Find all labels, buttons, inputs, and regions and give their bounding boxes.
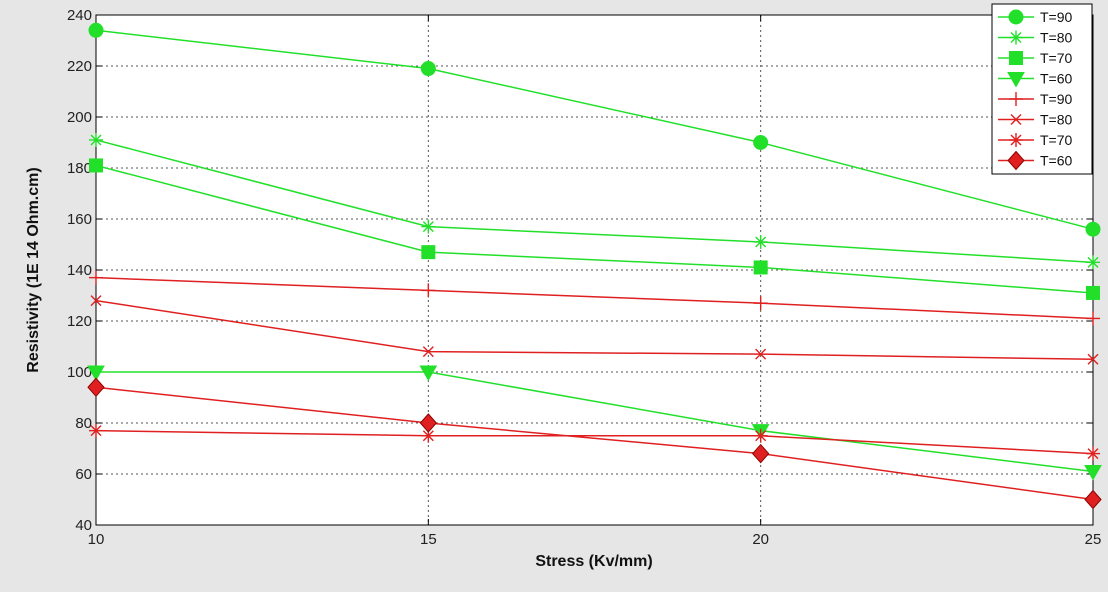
data-point [753, 135, 769, 150]
data-point [753, 260, 768, 275]
data-point [1084, 489, 1102, 510]
x-axis-title: Stress (Kv/mm) [535, 553, 652, 570]
legend-entry: T=70 [998, 50, 1073, 66]
data-point [419, 365, 438, 382]
legend-entry: T=90 [998, 9, 1073, 25]
data-point [1086, 446, 1100, 461]
series-path [96, 371, 1094, 473]
data-point [1009, 51, 1023, 65]
data-point [1010, 114, 1022, 125]
x-tick-label: 20 [752, 531, 769, 548]
data-point [421, 219, 436, 234]
data-point [1009, 133, 1023, 147]
y-tick-label: 160 [67, 211, 92, 228]
series-path [95, 299, 1094, 360]
series-path [95, 386, 1094, 501]
data-point [88, 22, 104, 38]
x-tick-label: 25 [1085, 531, 1102, 548]
series-line [90, 295, 1099, 365]
data-point [753, 234, 768, 249]
series-line [87, 377, 1102, 510]
data-point [90, 295, 102, 307]
data-point [755, 348, 767, 360]
data-point [421, 283, 436, 298]
data-point [420, 61, 436, 77]
legend-entry: T=80 [998, 30, 1073, 46]
series-line [89, 423, 1100, 461]
data-point [89, 270, 103, 285]
data-point [419, 413, 438, 433]
data-point [753, 296, 768, 311]
legend-label: T=70 [1040, 50, 1073, 66]
series-line [88, 22, 1101, 237]
data-point [1086, 255, 1100, 270]
y-tick-label: 80 [75, 415, 92, 432]
data-point [751, 443, 770, 464]
series-line [89, 132, 1100, 270]
data-point [87, 365, 105, 382]
legend-entry: T=70 [998, 132, 1073, 148]
plot-area [95, 14, 1094, 526]
series-path [95, 139, 1094, 264]
y-tick-label: 100 [67, 364, 92, 381]
grid [96, 15, 1093, 525]
data-point [89, 423, 103, 438]
legend-entry: T=80 [998, 112, 1073, 128]
data-point [1009, 92, 1023, 106]
legend-label: T=60 [1040, 71, 1073, 87]
y-tick-label: 240 [67, 7, 92, 24]
legend-label: T=90 [1040, 9, 1073, 25]
y-tick-label: 120 [67, 313, 92, 330]
data-point [1009, 30, 1023, 45]
legend-label: T=80 [1040, 30, 1073, 46]
legend-label: T=90 [1040, 91, 1073, 107]
data-point [1007, 72, 1025, 88]
legend-box [991, 3, 1093, 175]
legend-label: T=60 [1040, 153, 1073, 169]
y-axis-title: Resistivity (1E 14 Ohm.cm) [25, 167, 42, 372]
legend-label: T=80 [1040, 112, 1073, 128]
series-line [89, 158, 1100, 300]
series-line [89, 270, 1100, 326]
data-point [87, 377, 105, 398]
legend-entry: T=90 [998, 91, 1073, 107]
series-path [95, 29, 1094, 230]
legend-label: T=70 [1040, 132, 1073, 148]
series-line [87, 365, 1102, 481]
x-tick-label: 10 [88, 531, 105, 548]
data-point [89, 158, 103, 173]
data-point [1086, 311, 1100, 326]
data-point [422, 346, 434, 358]
y-tick-label: 40 [75, 517, 92, 534]
series-path [95, 164, 1094, 294]
series-path [95, 429, 1094, 455]
y-tick-label: 60 [75, 466, 92, 483]
y-tick-label: 200 [67, 109, 92, 126]
data-point [1007, 150, 1025, 171]
series-path [95, 276, 1094, 320]
data-point [1008, 9, 1024, 25]
data-point [753, 428, 768, 443]
data-point [1087, 353, 1099, 365]
axis-ticks: 40 60 80 100 120 140 160 180 200 220 240 10 15 20 25 [67, 7, 1101, 548]
data-point [89, 132, 103, 147]
y-tick-label: 140 [67, 262, 92, 279]
legend-entry: T=60 [998, 71, 1073, 88]
legend-entry: T=60 [998, 150, 1073, 171]
data-point [421, 245, 436, 260]
data-point [1084, 464, 1102, 481]
y-tick-label: 220 [67, 58, 92, 75]
x-tick-label: 15 [420, 531, 437, 548]
data-point [1086, 285, 1100, 300]
data-point [1085, 221, 1101, 237]
series-layer [87, 22, 1102, 510]
y-tick-label: 180 [67, 160, 92, 177]
legend: T=90 T=80 T=70 T=60 T=90 T=80 T=70 T=60 [991, 3, 1093, 175]
